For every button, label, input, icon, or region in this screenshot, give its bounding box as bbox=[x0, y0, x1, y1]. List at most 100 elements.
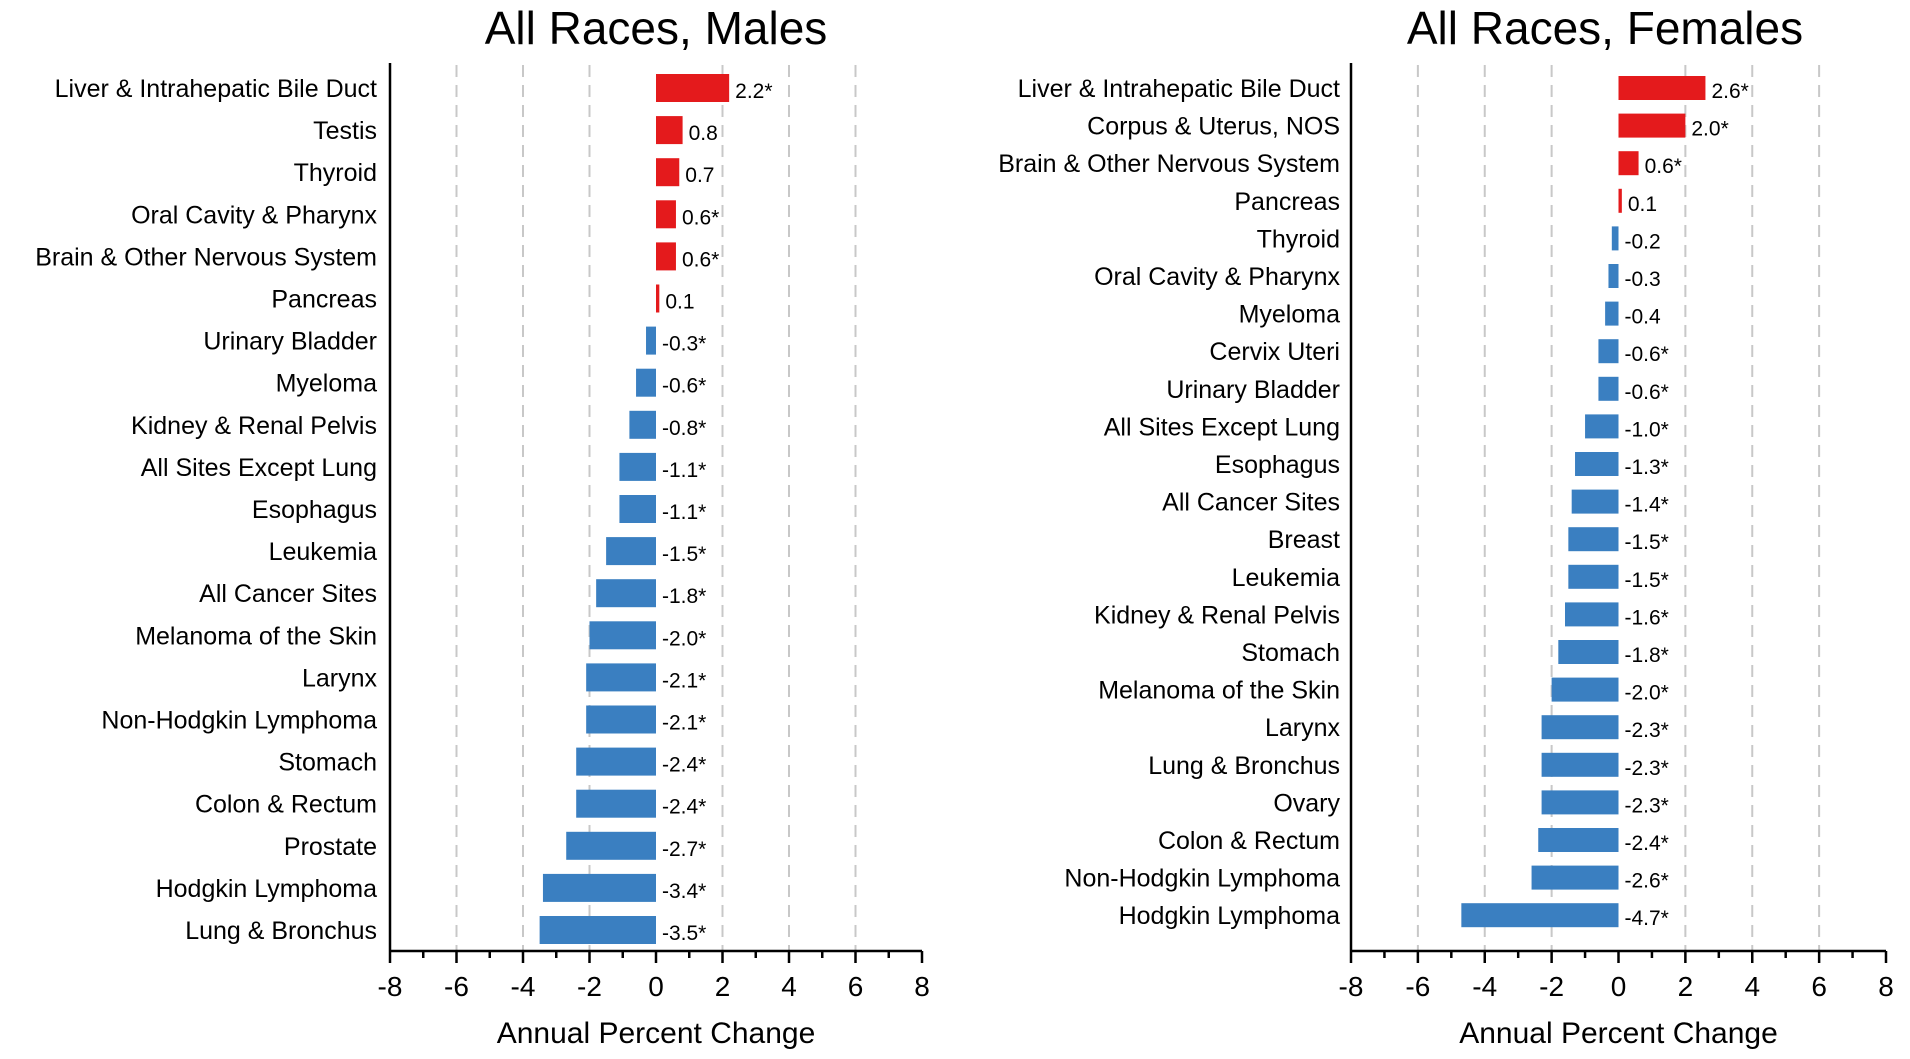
chart-title: All Races, Females bbox=[1407, 2, 1803, 54]
category-label: Thyroid bbox=[294, 159, 377, 187]
x-tick-label: 0 bbox=[1611, 971, 1627, 1002]
value-label: 0.6* bbox=[682, 248, 719, 271]
bar bbox=[596, 579, 656, 608]
bar bbox=[606, 537, 656, 566]
bar bbox=[619, 495, 656, 523]
x-tick-label: 6 bbox=[1811, 971, 1827, 1002]
bar bbox=[576, 747, 656, 776]
chart-title: All Races, Males bbox=[485, 2, 828, 54]
category-label: Melanoma of the Skin bbox=[135, 622, 377, 650]
category-label: Cervix Uteri bbox=[1209, 338, 1340, 366]
value-label: 2.0* bbox=[1691, 118, 1728, 141]
bar bbox=[619, 452, 656, 481]
value-label: -1.4* bbox=[1625, 494, 1669, 517]
males-panel: All Races, Males Liver & Intrahepatic Bil… bbox=[35, 2, 930, 1050]
bar bbox=[1541, 715, 1619, 740]
bar bbox=[656, 200, 676, 229]
value-label: 0.1 bbox=[665, 291, 694, 314]
category-label: Urinary Bladder bbox=[203, 328, 377, 356]
x-tick-label: -8 bbox=[1339, 971, 1364, 1002]
category-label: Colon & Rectum bbox=[195, 791, 377, 819]
value-label: -2.1* bbox=[662, 669, 706, 692]
bar bbox=[1558, 640, 1619, 664]
bar bbox=[1571, 489, 1619, 514]
bar bbox=[1538, 828, 1619, 852]
category-label: All Cancer Sites bbox=[1162, 489, 1340, 517]
value-label: -0.8* bbox=[662, 417, 706, 440]
bar bbox=[1461, 903, 1619, 928]
x-tick-label: -4 bbox=[511, 971, 536, 1002]
bar bbox=[1565, 602, 1619, 627]
bar bbox=[1611, 226, 1619, 251]
category-label: Leukemia bbox=[1232, 564, 1340, 592]
bar bbox=[1531, 865, 1619, 890]
x-axis-label: Annual Percent Change bbox=[497, 1017, 816, 1050]
bar bbox=[656, 158, 680, 187]
category-label: Hodgkin Lymphoma bbox=[156, 875, 378, 903]
bar bbox=[656, 74, 730, 102]
x-tick-label: -4 bbox=[1472, 971, 1497, 1002]
bar bbox=[656, 284, 660, 313]
category-label: Kidney & Renal Pelvis bbox=[1094, 601, 1340, 629]
value-label: -1.8* bbox=[1625, 644, 1669, 667]
value-label: -1.5* bbox=[1625, 569, 1669, 592]
value-label: -2.3* bbox=[1625, 794, 1669, 817]
value-label: -4.7* bbox=[1625, 907, 1669, 930]
x-tick-label: 4 bbox=[781, 971, 797, 1002]
category-label: Pancreas bbox=[271, 286, 377, 314]
value-label: -2.7* bbox=[662, 838, 706, 861]
category-label: Non-Hodgkin Lymphoma bbox=[1064, 865, 1340, 893]
value-label: -1.5* bbox=[662, 543, 706, 566]
value-label: -1.5* bbox=[1625, 531, 1669, 554]
females-panel: All Races, Females Liver & Intrahepatic B… bbox=[998, 2, 1894, 1050]
value-label: 0.6* bbox=[1645, 155, 1682, 178]
category-label: Lung & Bronchus bbox=[1148, 752, 1340, 780]
bar bbox=[646, 326, 656, 355]
bar bbox=[1608, 264, 1619, 288]
bar bbox=[1618, 188, 1622, 213]
category-label: Larynx bbox=[302, 664, 378, 692]
value-label: -2.4* bbox=[1625, 832, 1669, 855]
category-label: All Sites Except Lung bbox=[141, 454, 377, 482]
x-tick-label: 2 bbox=[715, 971, 731, 1002]
category-label: Leukemia bbox=[269, 538, 377, 566]
value-label: -3.4* bbox=[662, 880, 706, 903]
category-label: Hodgkin Lymphoma bbox=[1119, 902, 1341, 930]
bar bbox=[566, 831, 656, 860]
bar bbox=[1585, 414, 1619, 439]
bar bbox=[656, 242, 676, 271]
bar bbox=[1541, 790, 1619, 815]
x-tick-label: 6 bbox=[848, 971, 864, 1002]
bar bbox=[656, 116, 683, 145]
value-label: -0.4 bbox=[1625, 306, 1662, 329]
value-label: -1.0* bbox=[1625, 418, 1669, 441]
bar bbox=[586, 663, 656, 692]
category-label: Prostate bbox=[284, 833, 377, 861]
value-label: 0.8 bbox=[689, 122, 718, 145]
bar bbox=[542, 873, 656, 902]
category-label: Breast bbox=[1268, 526, 1340, 554]
x-tick-label: -8 bbox=[378, 971, 403, 1002]
bar bbox=[1605, 301, 1619, 326]
x-tick-label: -2 bbox=[1539, 971, 1564, 1002]
category-label: Testis bbox=[313, 117, 377, 145]
category-label: All Cancer Sites bbox=[199, 580, 377, 608]
value-label: -1.6* bbox=[1625, 606, 1669, 629]
bar bbox=[1551, 677, 1619, 702]
x-tick-label: -2 bbox=[577, 971, 602, 1002]
value-label: -0.6* bbox=[1625, 381, 1669, 404]
category-label: Corpus & Uterus, NOS bbox=[1087, 113, 1340, 141]
value-label: -0.6* bbox=[1625, 343, 1669, 366]
category-label: Myeloma bbox=[276, 370, 378, 398]
category-label: Pancreas bbox=[1234, 188, 1340, 216]
x-axis-label: Annual Percent Change bbox=[1459, 1017, 1778, 1050]
category-label: Brain & Other Nervous System bbox=[998, 150, 1340, 178]
bar bbox=[1618, 76, 1706, 100]
value-label: -1.1* bbox=[662, 501, 706, 524]
bar bbox=[1568, 564, 1619, 589]
value-label: -3.5* bbox=[662, 922, 706, 945]
value-label: -2.3* bbox=[1625, 719, 1669, 742]
value-label: 2.6* bbox=[1711, 80, 1748, 103]
x-tick-label: 2 bbox=[1678, 971, 1694, 1002]
